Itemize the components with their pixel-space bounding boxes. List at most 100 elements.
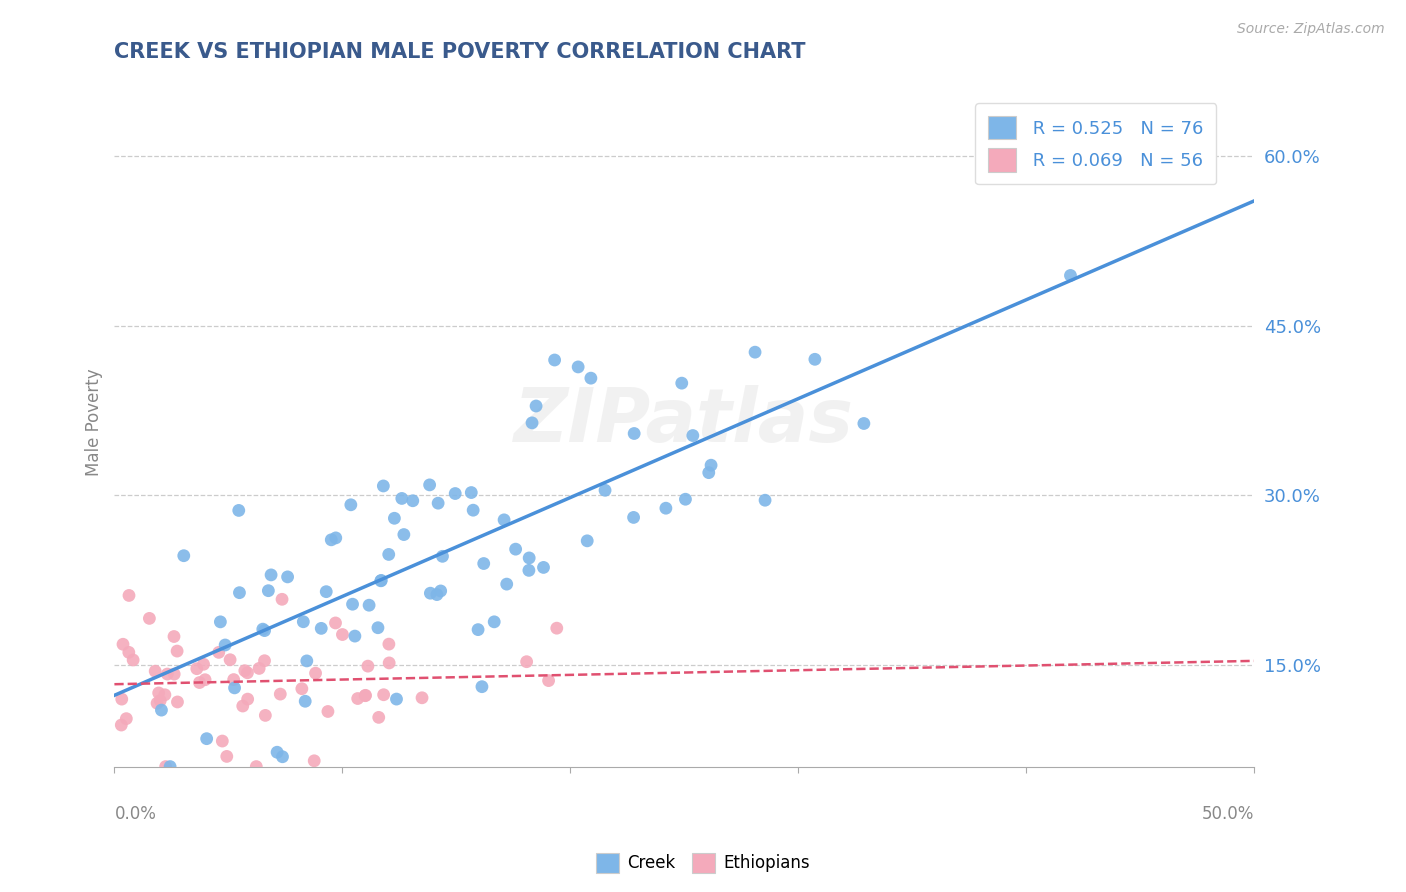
Point	[357, 659, 380, 673]
Point	[321, 533, 343, 547]
Point	[391, 491, 413, 506]
Point	[266, 745, 288, 759]
Point	[292, 615, 315, 629]
Point	[325, 615, 347, 630]
Point	[253, 654, 276, 668]
Point	[754, 493, 776, 508]
Point	[254, 708, 277, 723]
Text: CREEK VS ETHIOPIAN MALE POVERTY CORRELATION CHART: CREEK VS ETHIOPIAN MALE POVERTY CORRELAT…	[114, 42, 806, 62]
Point	[655, 501, 678, 516]
Point	[385, 692, 408, 706]
Point	[623, 426, 645, 441]
Point	[359, 598, 381, 612]
Point	[1059, 268, 1081, 283]
Point	[118, 589, 141, 603]
Point	[247, 661, 270, 675]
Point	[232, 699, 254, 714]
Point	[209, 615, 232, 629]
Point	[188, 675, 211, 690]
Point	[193, 657, 215, 672]
Point	[419, 478, 441, 492]
Point	[576, 533, 599, 548]
Point	[505, 542, 527, 557]
Point	[367, 710, 389, 724]
Point	[211, 734, 233, 748]
Text: Source: ZipAtlas.com: Source: ZipAtlas.com	[1237, 22, 1385, 37]
Point	[593, 483, 616, 498]
Point	[166, 695, 188, 709]
Point	[150, 703, 173, 717]
Point	[426, 588, 449, 602]
Point	[294, 694, 316, 708]
Point	[533, 560, 555, 574]
Point	[517, 563, 540, 577]
Point	[163, 630, 186, 644]
Point	[671, 376, 693, 391]
Point	[122, 653, 145, 667]
Point	[697, 466, 720, 480]
Point	[332, 627, 354, 641]
Point	[146, 696, 169, 710]
Point	[224, 681, 246, 695]
Point	[429, 584, 451, 599]
Point	[367, 621, 389, 635]
Point	[378, 656, 401, 670]
Point	[516, 655, 538, 669]
Point	[377, 548, 399, 562]
Point	[402, 493, 425, 508]
Point	[463, 503, 485, 517]
Point	[215, 749, 238, 764]
Point	[370, 574, 392, 588]
Point	[444, 486, 467, 500]
Point	[579, 371, 602, 385]
Point	[419, 586, 441, 600]
Point	[245, 759, 267, 773]
Point	[354, 689, 377, 703]
Point	[222, 673, 245, 687]
Text: ZIPatlas: ZIPatlas	[515, 385, 853, 458]
Point	[195, 731, 218, 746]
Point	[484, 615, 506, 629]
Point	[219, 653, 242, 667]
Point	[156, 667, 179, 681]
Point	[173, 549, 195, 563]
Point	[115, 712, 138, 726]
Point	[228, 585, 250, 599]
Point	[277, 570, 299, 584]
Point	[111, 637, 134, 651]
Point	[537, 673, 560, 688]
Point	[744, 345, 766, 359]
Point	[567, 359, 589, 374]
Point	[214, 638, 236, 652]
Point	[143, 664, 166, 678]
Legend:  R = 0.525   N = 76,  R = 0.069   N = 56: R = 0.525 N = 76, R = 0.069 N = 56	[974, 103, 1216, 184]
Point	[110, 718, 132, 732]
Point	[354, 689, 377, 703]
Point	[346, 691, 368, 706]
Point	[623, 510, 645, 524]
Point	[467, 623, 489, 637]
Point	[163, 667, 186, 681]
Point	[471, 680, 494, 694]
Point	[271, 592, 294, 607]
Text: 0.0%: 0.0%	[114, 805, 156, 823]
Point	[804, 352, 827, 367]
Point	[148, 686, 170, 700]
Point	[520, 416, 543, 430]
Point	[194, 673, 217, 687]
Legend: Creek, Ethiopians: Creek, Ethiopians	[589, 847, 817, 880]
Point	[269, 687, 291, 701]
Point	[291, 681, 314, 696]
Point	[543, 353, 565, 368]
Point	[166, 644, 188, 658]
Point	[316, 705, 339, 719]
Point	[257, 583, 280, 598]
Point	[460, 485, 482, 500]
Point	[546, 621, 568, 635]
Point	[295, 654, 318, 668]
Point	[309, 621, 332, 635]
Point	[159, 759, 181, 773]
Point	[253, 624, 276, 638]
Point	[700, 458, 723, 473]
Point	[315, 584, 337, 599]
